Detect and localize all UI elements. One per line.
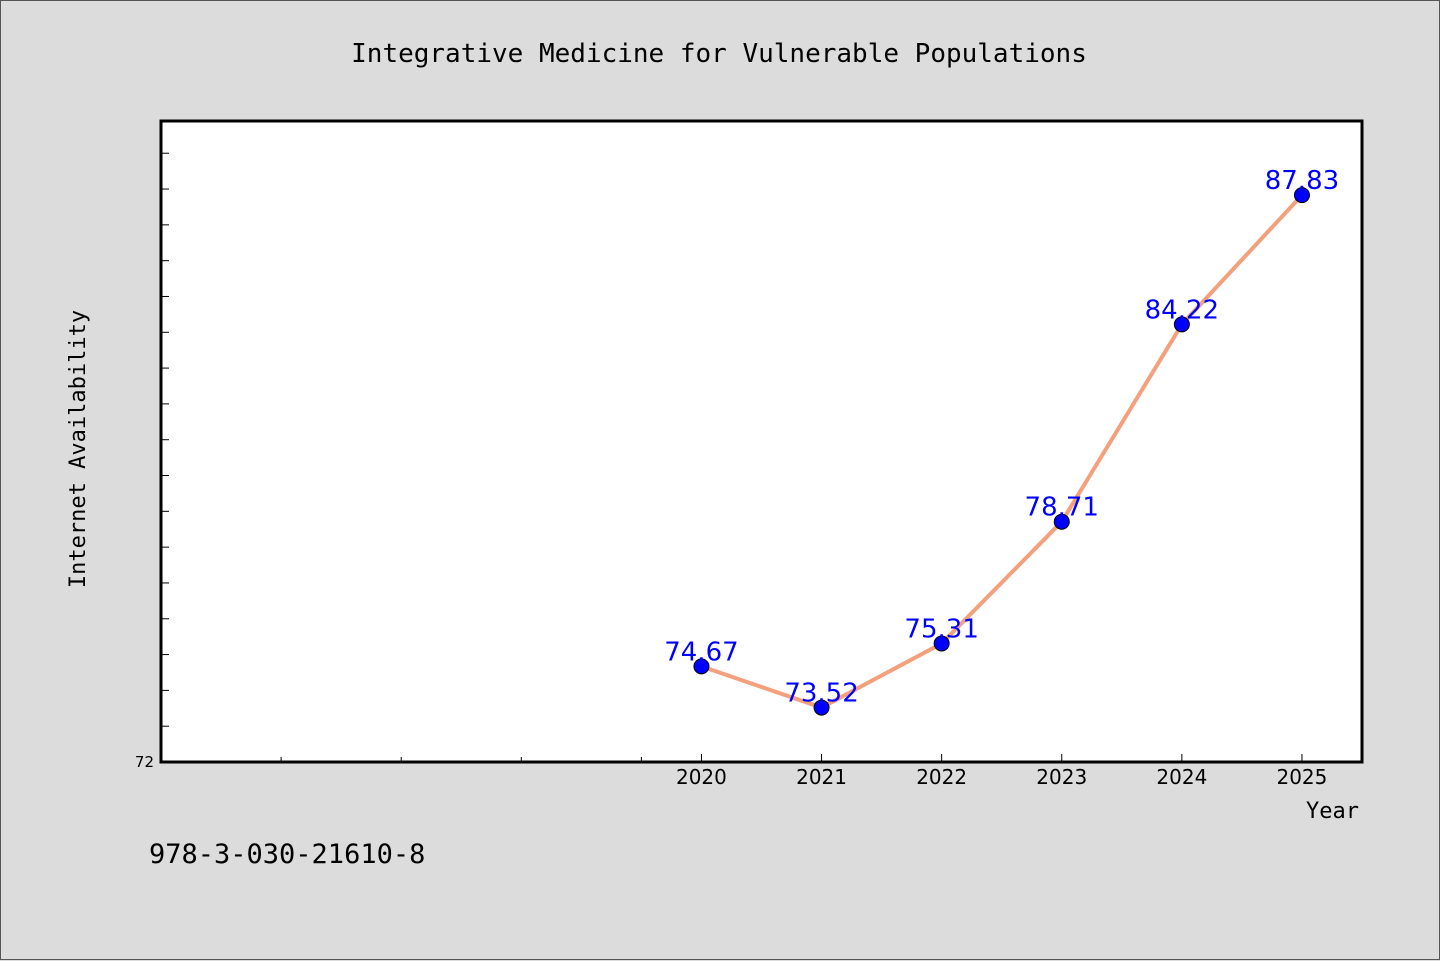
series-layer: 74.67 73.52 75.31 78.71 84.22 87.83 <box>664 166 1339 716</box>
x-tick-label: 2020 <box>676 765 727 789</box>
data-point <box>1293 187 1310 204</box>
data-point <box>933 635 950 652</box>
x-tick-label: 2024 <box>1156 765 1207 789</box>
data-label: 84.22 <box>1145 295 1219 325</box>
data-label: 78.71 <box>1025 493 1099 523</box>
y-axis-label: Internet Availability <box>66 310 91 588</box>
x-tick-label: 2025 <box>1276 765 1327 789</box>
x-tick-label: 2023 <box>1036 765 1087 789</box>
data-label: 87.83 <box>1265 166 1339 196</box>
data-point <box>813 699 830 716</box>
chart-title: Integrative Medicine for Vulnerable Popu… <box>351 39 1087 69</box>
x-tick-label: 2021 <box>796 765 847 789</box>
series-line <box>699 193 1304 710</box>
plot-area <box>161 121 1362 762</box>
plot-frame <box>159 119 1364 764</box>
data-label: 73.52 <box>784 679 858 709</box>
data-point <box>1053 513 1070 530</box>
x-axis-label: Year <box>1306 799 1359 824</box>
data-point <box>1173 316 1190 333</box>
isbn-text: 978-3-030-21610-8 <box>149 839 425 870</box>
data-point <box>693 658 710 675</box>
data-label: 74.67 <box>664 637 738 667</box>
data-label: 75.31 <box>904 614 978 644</box>
x-tick-label: 2022 <box>916 765 967 789</box>
y-tick-label: 72 <box>135 753 154 771</box>
